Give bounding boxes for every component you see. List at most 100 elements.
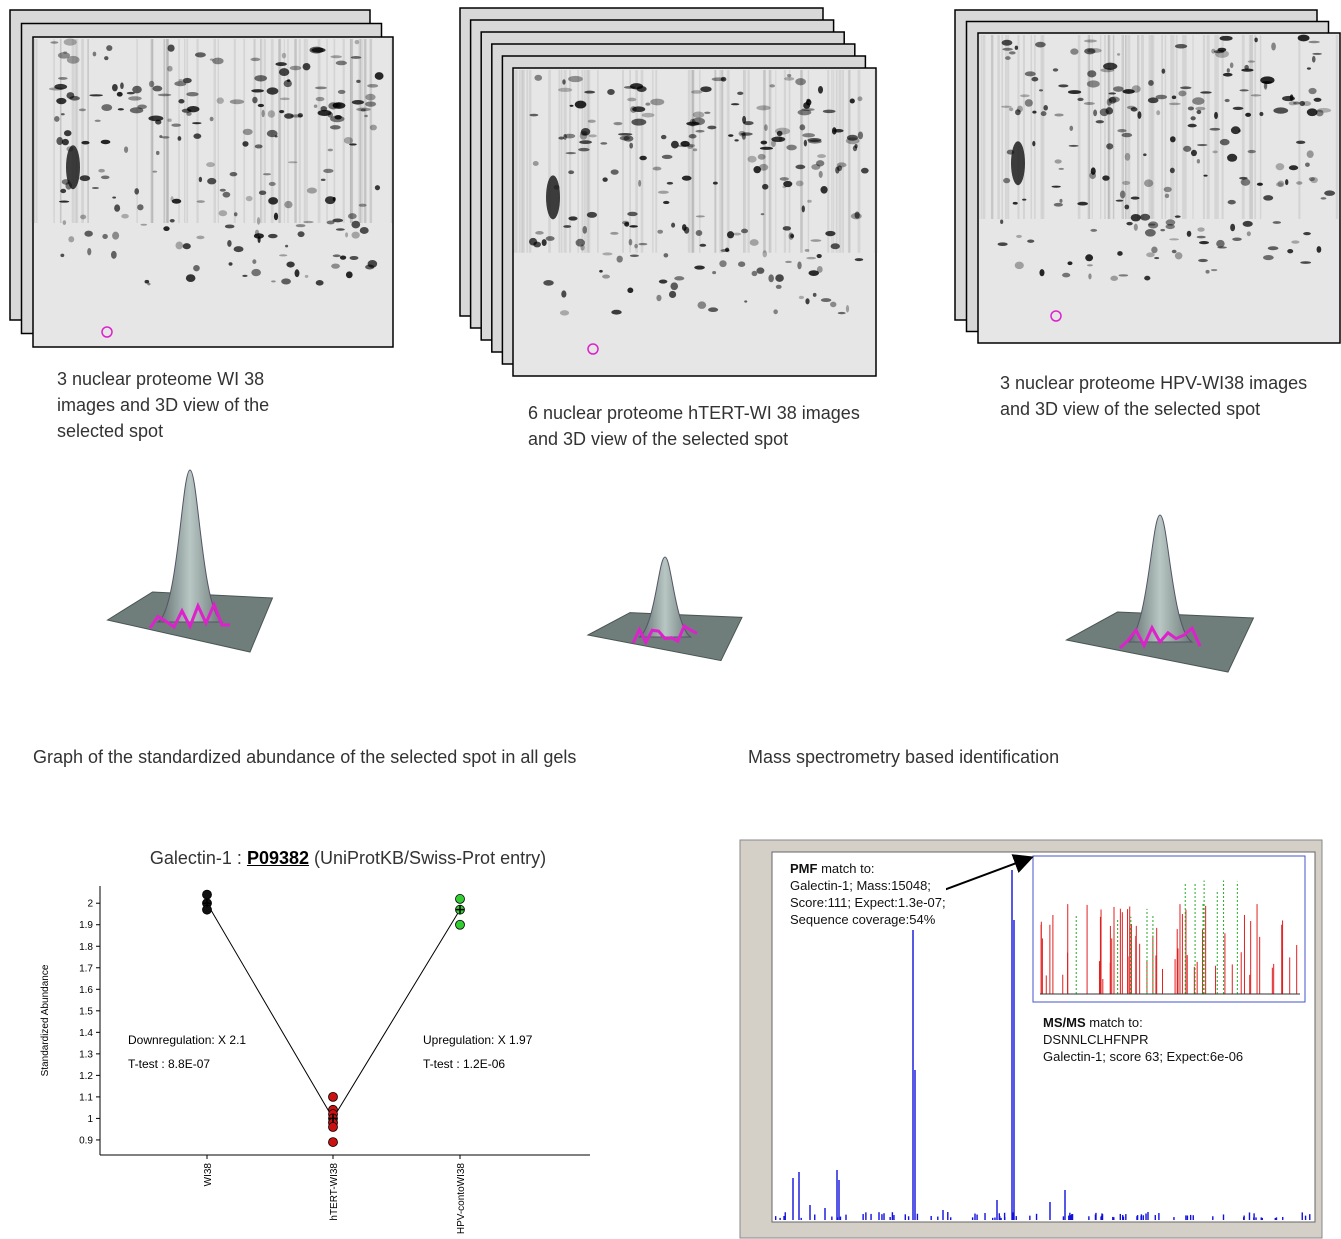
spot [330,125,341,129]
spot [695,130,704,133]
spot [1145,229,1156,237]
spot [1131,214,1141,221]
uniprot-link[interactable]: P09382 [247,848,309,868]
spot [66,145,80,189]
pmf-label: PMF [790,861,817,876]
spot [1276,182,1283,186]
spot [1059,168,1064,170]
spot [589,134,597,137]
spot [69,96,80,101]
spot [210,117,214,121]
figure: {"panels":[ {"caption":"3 nuclear proteo… [0,0,1341,1239]
spot [663,201,669,204]
spot [1117,129,1126,132]
point [329,1123,338,1132]
spot [785,261,792,263]
spot [325,196,336,204]
spot [227,240,231,247]
spot [111,251,117,259]
spot [1312,53,1322,55]
spot [1191,150,1197,156]
spot [624,222,629,227]
spot [1220,139,1230,145]
peak [639,557,690,637]
spot [1027,240,1034,243]
spot [61,113,65,115]
spot [579,140,592,144]
spot [1148,223,1155,225]
spot [833,129,843,133]
spot [1001,106,1012,108]
spot [756,105,770,110]
spot [298,113,303,117]
spot [758,154,766,160]
spot [1039,269,1044,276]
spot [580,244,584,250]
spot [763,250,767,257]
spot [102,234,108,239]
spot [1215,50,1229,58]
spot [323,169,333,173]
spot [693,111,705,118]
spot [1214,112,1218,119]
spot [780,177,789,181]
spot [263,173,271,175]
spot [1243,221,1253,227]
spot [687,144,695,147]
spot [1309,88,1317,94]
spot [1051,186,1060,188]
spot [629,225,638,227]
spot [568,216,577,220]
spot [645,103,650,106]
spot [562,79,565,84]
spot [762,184,768,190]
spot [1020,94,1030,97]
spot [743,121,753,125]
spot [1197,144,1208,146]
spot [172,199,181,204]
spot [64,130,72,136]
spot [170,219,175,222]
spot [79,109,86,112]
spot [178,99,184,104]
spot [163,226,169,231]
spot [1187,231,1192,237]
spot [171,124,181,127]
spot [783,226,791,231]
y-tick-label: 1.6 [79,985,93,996]
spot [206,162,215,167]
spot [340,256,346,260]
spot [1165,194,1169,199]
spot [234,246,244,252]
spot [584,91,595,94]
annotation: T-test : 8.8E-07 [128,1057,210,1071]
spot [148,115,163,121]
spot [1077,98,1083,101]
spot [761,213,765,215]
spot [861,168,869,174]
spot [186,112,191,116]
pmf-line: Galectin-1; Mass:15048; [790,877,946,894]
spot [744,300,747,302]
spot [638,180,641,187]
spot [691,90,703,94]
spot [838,312,846,314]
spot [259,190,266,195]
spot [1140,214,1150,221]
spot [1289,101,1297,105]
x-tick-label: WI38 [203,1163,214,1187]
spot [344,137,353,144]
spot [60,254,64,257]
spot [183,243,191,249]
spot [1087,48,1102,53]
spot [351,221,360,229]
spot [600,142,607,145]
point [329,1092,338,1101]
spot [1287,249,1293,253]
spot [1035,42,1046,48]
spot [1197,236,1206,239]
spot [93,52,97,57]
spot [1107,98,1112,105]
spot [275,62,287,66]
spot [1247,231,1251,236]
